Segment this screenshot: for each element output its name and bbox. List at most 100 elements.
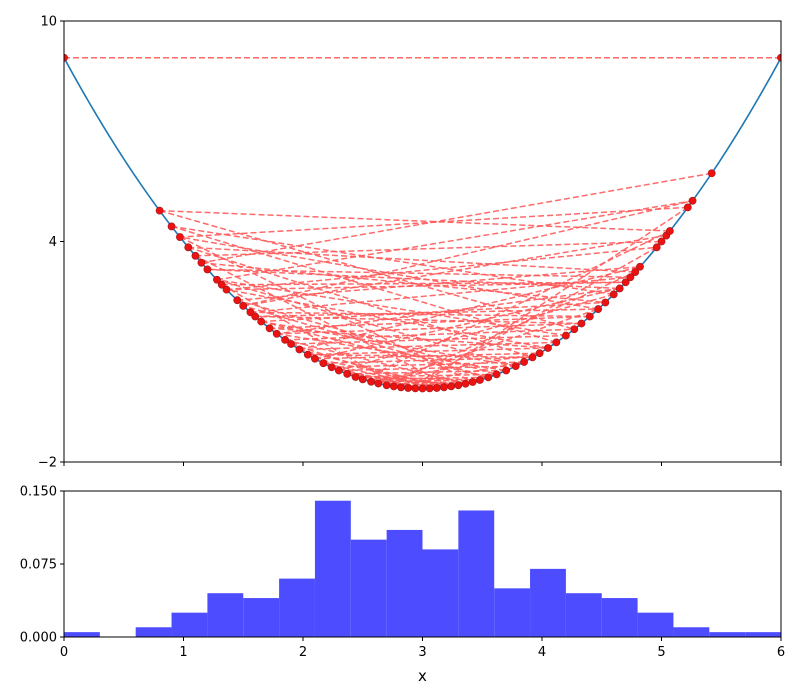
sample-point [502, 366, 511, 375]
jump-line [323, 362, 437, 389]
sample-point [311, 354, 319, 363]
jump-line [347, 373, 459, 386]
top-plot: −2 4 10 [38, 15, 782, 471]
sample-point [688, 196, 697, 205]
jump-line [188, 246, 636, 273]
sample-point [397, 383, 405, 392]
sample-point [657, 237, 666, 246]
sample-point [374, 379, 383, 388]
top-y-ticks: −2 4 10 [38, 15, 64, 471]
sample-point [665, 227, 674, 235]
x-tick-label: 2 [299, 645, 307, 660]
top-x-ticks [63, 462, 782, 466]
histogram-bar [135, 627, 172, 637]
jump-line [221, 281, 626, 286]
sample-point [203, 265, 212, 274]
sample-point [615, 284, 624, 293]
sample-point [484, 373, 493, 382]
x-tick-label: 5 [657, 645, 665, 660]
sample-point [707, 169, 716, 178]
jump-line [362, 230, 671, 380]
histogram-bar [637, 612, 674, 637]
sample-point [404, 384, 413, 392]
jump-line [314, 352, 540, 360]
sample-point [411, 384, 420, 393]
sample-point [257, 317, 266, 326]
bottom-plot: 0 1 2 3 4 5 6 0.000 0.075 0.150 x [20, 485, 785, 686]
sample-point [251, 312, 260, 321]
sample-point [295, 345, 304, 354]
histogram-bar [386, 529, 423, 637]
jump-line [201, 261, 606, 304]
jump-line [338, 293, 614, 372]
sample-point [492, 370, 501, 379]
sample-point [631, 268, 640, 276]
sample-point [511, 362, 520, 371]
sample-point [447, 382, 456, 391]
jump-line [370, 352, 540, 383]
jump-line [250, 276, 631, 314]
sample-point [176, 233, 184, 241]
jump-line [299, 266, 641, 351]
sample-point [652, 243, 661, 252]
x-tick-label: 0 [60, 645, 68, 660]
histogram-bar [745, 632, 781, 637]
sample-point [382, 381, 391, 390]
histogram-bar [530, 568, 566, 637]
sample-point [239, 301, 248, 310]
y-tick-label: 4 [49, 235, 57, 250]
histogram-bar [279, 578, 315, 637]
jump-line [323, 356, 533, 364]
x-tick-label: 6 [777, 645, 785, 660]
jump-line [226, 246, 657, 291]
sample-point [454, 381, 463, 390]
sample-point [461, 379, 470, 388]
x-tick-label: 1 [179, 645, 187, 660]
sample-point [585, 312, 594, 321]
jump-line [250, 311, 590, 318]
sample-point [222, 285, 231, 294]
top-plot-area [64, 53, 781, 393]
jump-line [195, 255, 452, 388]
sample-point [327, 363, 336, 372]
histogram-bar [171, 612, 208, 637]
jump-line [299, 348, 445, 389]
sample-point [167, 222, 176, 231]
sample-point [334, 366, 343, 375]
sample-point [601, 298, 610, 307]
jump-line [255, 315, 582, 325]
x-tick-label: 4 [538, 645, 546, 660]
sample-point [233, 296, 242, 305]
sample-point [351, 373, 360, 381]
jump-line [179, 236, 599, 310]
histogram-bar [494, 588, 531, 637]
jump-line [159, 209, 670, 232]
y-tick-label: 0.000 [20, 631, 57, 646]
sample-point [217, 280, 226, 289]
sample-point [367, 377, 376, 386]
sample-point [683, 203, 692, 212]
histogram-bar [601, 598, 638, 637]
jump-line [216, 200, 693, 281]
histogram-bar [709, 632, 746, 637]
jump-line [226, 281, 626, 291]
jump-line [207, 268, 620, 290]
y-tick-label: −2 [38, 456, 57, 471]
sample-point [265, 324, 274, 333]
jump-line [331, 361, 525, 369]
sample-point [272, 329, 281, 338]
jump-line [276, 287, 620, 335]
sample-point [440, 383, 448, 392]
sample-point [155, 206, 164, 215]
sample-point [468, 378, 477, 386]
histogram-bar [565, 593, 602, 637]
jump-line [276, 333, 507, 372]
sample-point [389, 382, 398, 391]
jump-line [243, 305, 489, 379]
sample-point [535, 349, 544, 358]
histogram-bar [64, 632, 100, 637]
sample-point [319, 359, 328, 368]
sample-point [281, 335, 289, 344]
sample-point [475, 376, 484, 384]
